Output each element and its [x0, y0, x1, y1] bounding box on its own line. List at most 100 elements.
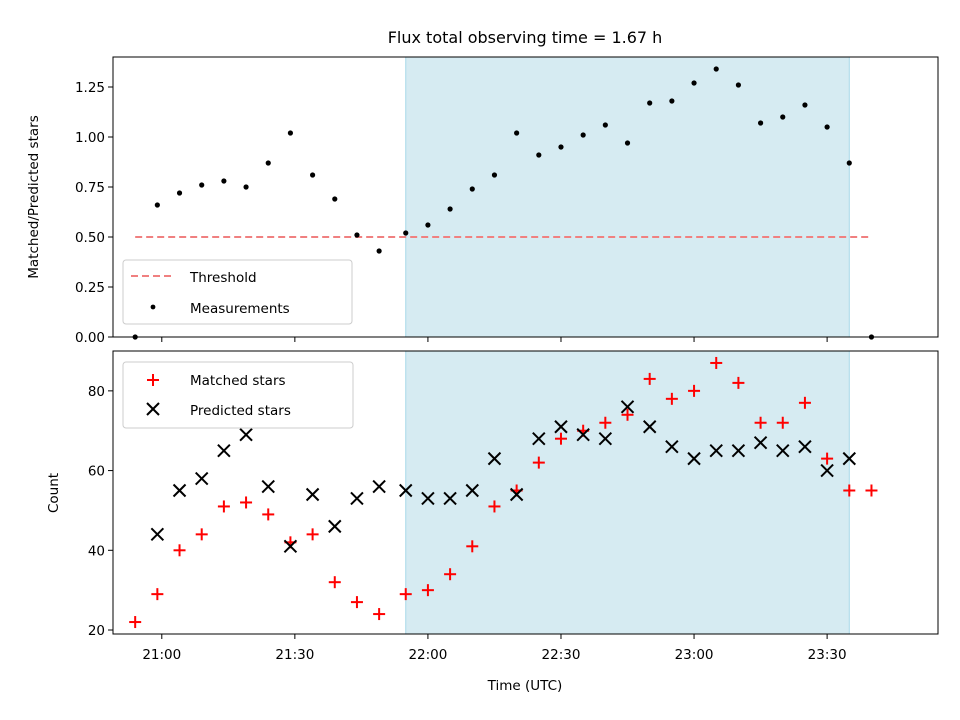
legend-threshold-label: Threshold — [189, 270, 257, 286]
legend-measurements-swatch — [150, 304, 156, 310]
predicted-star-point — [753, 435, 768, 450]
matched-star-point — [466, 540, 479, 553]
top-legend: Threshold Measurements — [122, 259, 353, 325]
predicted-star-point — [598, 431, 613, 446]
predicted-star-point — [509, 487, 524, 502]
bottom-x-axis: 21:00 21:30 22:00 22:30 23:00 23:30 — [142, 634, 847, 663]
predicted-star-point — [328, 519, 342, 534]
matched-star-point — [217, 500, 230, 513]
y-tick-label: 60 — [88, 464, 105, 480]
legend-matched-swatch — [147, 374, 159, 386]
predicted-star-point — [217, 443, 231, 458]
measurement-point — [602, 122, 608, 128]
predicted-star-point — [372, 479, 386, 494]
measurement-point — [669, 98, 675, 104]
predicted-star-point — [776, 443, 790, 458]
legend-predicted-swatch — [146, 402, 160, 416]
y-tick-label: 0.25 — [75, 280, 105, 296]
predicted-star-point — [687, 451, 701, 466]
x-tick-label: 23:00 — [675, 647, 714, 663]
legend-predicted-label: Predicted stars — [190, 403, 291, 419]
matched-star-point — [306, 528, 319, 541]
predicted-star-point — [421, 491, 435, 506]
measurement-point — [447, 206, 453, 212]
measurement-point — [647, 100, 653, 106]
predicted-star-point — [620, 400, 635, 414]
top-legend-box — [122, 259, 353, 325]
measurement-point — [713, 66, 719, 72]
measurement-point — [332, 196, 338, 202]
matched-star-point — [843, 484, 856, 497]
y-tick-label: 20 — [88, 623, 105, 639]
predicted-star-point — [709, 443, 723, 458]
top-y-axis-label: Matched/Predicted stars — [26, 115, 42, 278]
measurement-point — [846, 160, 852, 166]
matched-star-point — [240, 496, 253, 509]
predicted-stars-series — [150, 400, 856, 554]
matched-star-point — [643, 372, 656, 385]
matched-star-point — [399, 588, 412, 601]
matched-star-point — [754, 416, 767, 429]
measurement-point — [735, 82, 742, 88]
predicted-star-point — [443, 491, 457, 506]
measurement-point — [199, 182, 205, 188]
matched-star-point — [865, 484, 878, 497]
predicted-star-point — [399, 483, 413, 498]
matched-star-point — [665, 392, 678, 405]
matched-star-point — [688, 384, 701, 397]
matched-star-point — [554, 432, 567, 445]
chart-title: Flux total observing time = 1.67 h — [388, 28, 663, 47]
y-tick-label: 1.25 — [75, 80, 105, 96]
x-tick-label: 21:30 — [275, 647, 314, 663]
predicted-star-point — [665, 439, 679, 454]
matched-star-point — [151, 588, 164, 601]
top-axes-frame — [112, 56, 939, 338]
measurement-point — [425, 222, 431, 228]
predicted-star-point — [532, 431, 546, 446]
matched-star-point — [173, 544, 186, 557]
measurement-point — [824, 124, 830, 130]
measurement-point — [536, 152, 542, 158]
measurement-point — [154, 202, 160, 208]
top-panel: 0.00 0.25 0.50 0.75 1.00 1.25 Flux total obse… — [26, 28, 939, 346]
matched-star-point — [421, 584, 434, 597]
legend-matched-label: Matched stars — [190, 373, 286, 389]
matched-star-point — [195, 528, 208, 541]
predicted-star-point — [798, 439, 812, 454]
measurement-point — [354, 232, 360, 238]
predicted-star-point — [283, 539, 298, 554]
matched-star-point — [732, 376, 745, 389]
measurement-point — [580, 132, 586, 138]
measurement-point — [691, 80, 697, 86]
measurement-point — [780, 114, 786, 120]
matched-star-point — [798, 396, 811, 409]
predicted-star-point — [195, 471, 209, 486]
matched-stars-series — [129, 356, 878, 629]
y-tick-label: 1.00 — [75, 130, 105, 146]
matched-star-point — [129, 616, 142, 629]
measurement-point — [757, 120, 764, 126]
y-tick-label: 40 — [88, 543, 105, 559]
predicted-star-point — [842, 451, 856, 466]
predicted-star-point — [172, 483, 187, 498]
y-tick-label: 0.75 — [75, 180, 105, 196]
measurement-point — [491, 172, 498, 178]
measurement-point — [802, 102, 808, 108]
predicted-star-point — [465, 483, 479, 498]
matched-star-point — [444, 568, 457, 581]
matched-star-point — [328, 576, 341, 589]
measurements-series — [132, 66, 875, 340]
bottom-y-axis-label: Count — [46, 473, 62, 513]
y-tick-label: 0.00 — [75, 330, 105, 346]
y-tick-label: 0.50 — [75, 230, 105, 246]
predicted-star-point — [731, 443, 746, 458]
x-tick-label: 21:00 — [142, 647, 181, 663]
matched-star-point — [821, 452, 834, 465]
predicted-star-point — [150, 527, 165, 542]
measurement-point — [403, 230, 409, 236]
measurement-point — [514, 130, 520, 136]
measurement-point — [558, 144, 564, 150]
matched-star-point — [532, 456, 545, 469]
measurement-point — [309, 172, 316, 178]
